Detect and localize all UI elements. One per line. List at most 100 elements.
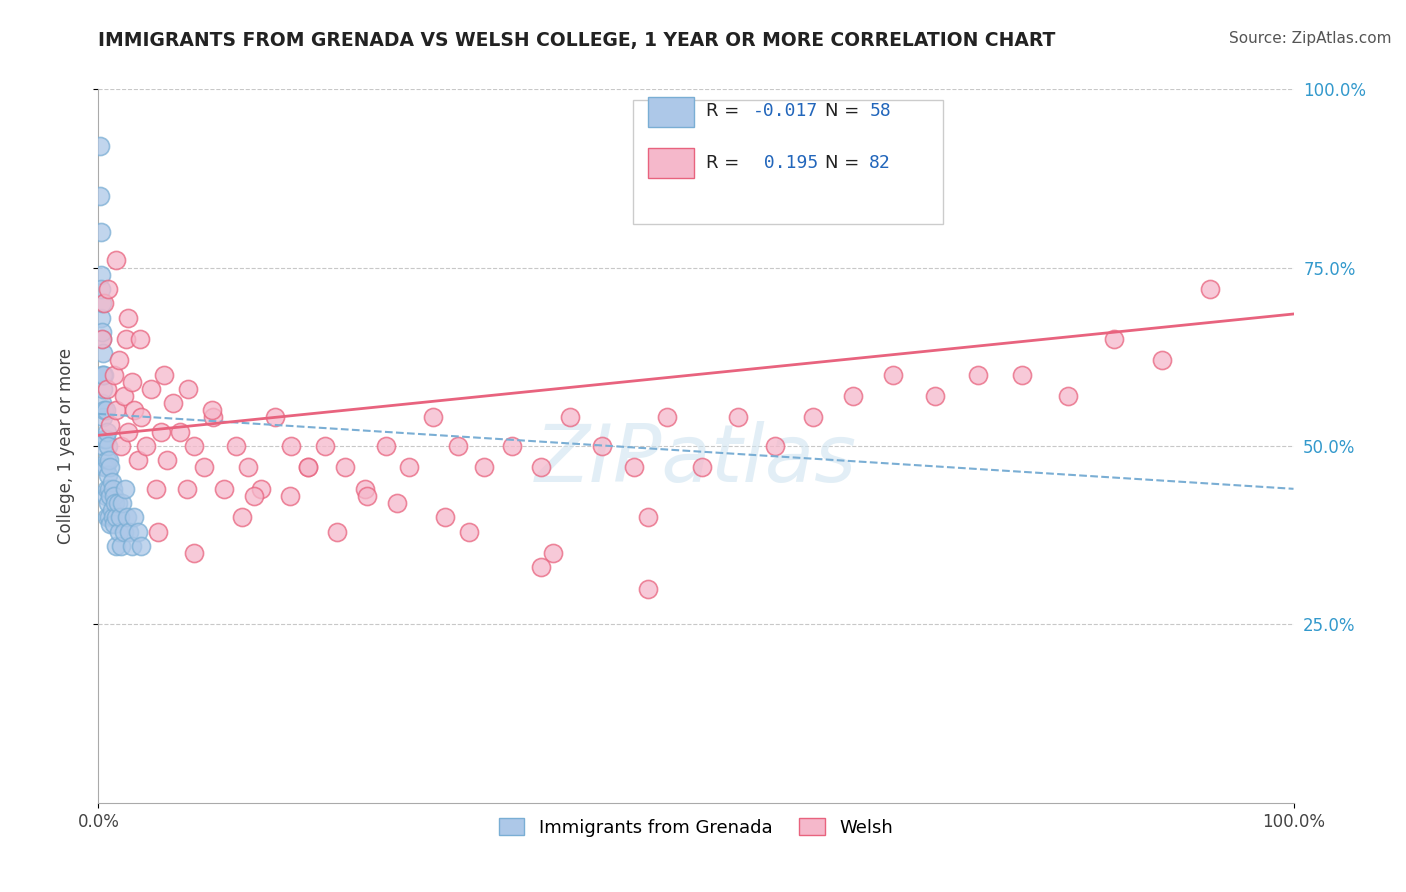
Point xyxy=(149,425,172,439)
Point xyxy=(94,432,117,446)
Point xyxy=(107,496,129,510)
Point xyxy=(763,439,786,453)
Point xyxy=(117,310,139,325)
Text: R =: R = xyxy=(706,103,745,120)
Point xyxy=(91,346,114,360)
Text: Source: ZipAtlas.com: Source: ZipAtlas.com xyxy=(1229,31,1392,46)
Point xyxy=(1152,353,1174,368)
Point xyxy=(127,524,149,539)
Point xyxy=(111,496,134,510)
Point xyxy=(91,368,114,382)
Point xyxy=(96,453,118,467)
Point xyxy=(131,539,153,553)
Point xyxy=(98,517,122,532)
Legend: Immigrants from Grenada, Welsh: Immigrants from Grenada, Welsh xyxy=(492,811,900,844)
FancyBboxPatch shape xyxy=(633,100,943,224)
Point xyxy=(1199,282,1222,296)
Point xyxy=(264,410,287,425)
Point xyxy=(108,510,131,524)
Point xyxy=(131,410,153,425)
Point xyxy=(96,482,118,496)
Point xyxy=(183,439,205,453)
Text: 58: 58 xyxy=(869,103,891,120)
Point xyxy=(201,403,224,417)
Text: ZIPatlas: ZIPatlas xyxy=(534,421,858,500)
Y-axis label: College, 1 year or more: College, 1 year or more xyxy=(56,348,75,544)
Point xyxy=(91,396,114,410)
Point xyxy=(124,510,146,524)
Point xyxy=(93,460,115,475)
Point xyxy=(447,439,470,453)
Point xyxy=(91,332,114,346)
Point xyxy=(97,467,120,482)
Point xyxy=(110,439,132,453)
Point xyxy=(212,482,235,496)
Point xyxy=(356,489,378,503)
Point xyxy=(100,475,122,489)
Point xyxy=(94,403,117,417)
Point xyxy=(115,510,138,524)
Point xyxy=(100,503,122,517)
Point xyxy=(97,282,120,296)
Point xyxy=(105,403,128,417)
Text: 82: 82 xyxy=(869,153,891,171)
Point xyxy=(243,489,266,503)
Point xyxy=(121,539,143,553)
FancyBboxPatch shape xyxy=(648,148,693,178)
Point xyxy=(107,524,129,539)
Point xyxy=(278,489,301,503)
Point xyxy=(155,453,177,467)
Point xyxy=(91,382,114,396)
Point xyxy=(139,382,162,396)
Point xyxy=(236,460,259,475)
Point xyxy=(103,489,125,503)
Point xyxy=(112,524,135,539)
Point xyxy=(93,403,115,417)
Point xyxy=(193,460,215,475)
Point xyxy=(801,410,824,425)
Point xyxy=(135,439,157,453)
Point xyxy=(90,310,112,325)
Point xyxy=(115,332,138,346)
Point xyxy=(90,282,112,296)
Point xyxy=(105,539,128,553)
Point xyxy=(93,432,115,446)
Point xyxy=(225,439,247,453)
Point xyxy=(333,460,356,475)
Point xyxy=(162,396,184,410)
Point xyxy=(129,332,152,346)
Point xyxy=(148,524,170,539)
Point xyxy=(530,560,553,574)
Point xyxy=(103,368,125,382)
Point xyxy=(124,403,146,417)
Point xyxy=(176,482,198,496)
Point xyxy=(105,510,128,524)
Text: 0.195: 0.195 xyxy=(754,153,818,171)
Point xyxy=(98,417,122,432)
Point xyxy=(183,546,205,560)
Point xyxy=(385,496,409,510)
Point xyxy=(315,439,337,453)
Point xyxy=(458,524,481,539)
Point xyxy=(91,368,114,382)
Point xyxy=(541,546,564,560)
Point xyxy=(924,389,946,403)
Point xyxy=(91,296,114,310)
Point xyxy=(91,332,114,346)
Point xyxy=(127,453,149,467)
Point xyxy=(202,410,225,425)
Point xyxy=(90,268,112,282)
Point xyxy=(98,510,121,524)
Point xyxy=(1011,368,1033,382)
Point xyxy=(967,368,990,382)
Point xyxy=(91,410,114,425)
Point xyxy=(105,253,128,268)
Point xyxy=(94,489,117,503)
Point xyxy=(114,482,136,496)
Point xyxy=(560,410,582,425)
Point xyxy=(250,482,273,496)
Point xyxy=(657,410,679,425)
Point xyxy=(398,460,420,475)
Point xyxy=(297,460,319,475)
Text: R =: R = xyxy=(706,153,745,171)
